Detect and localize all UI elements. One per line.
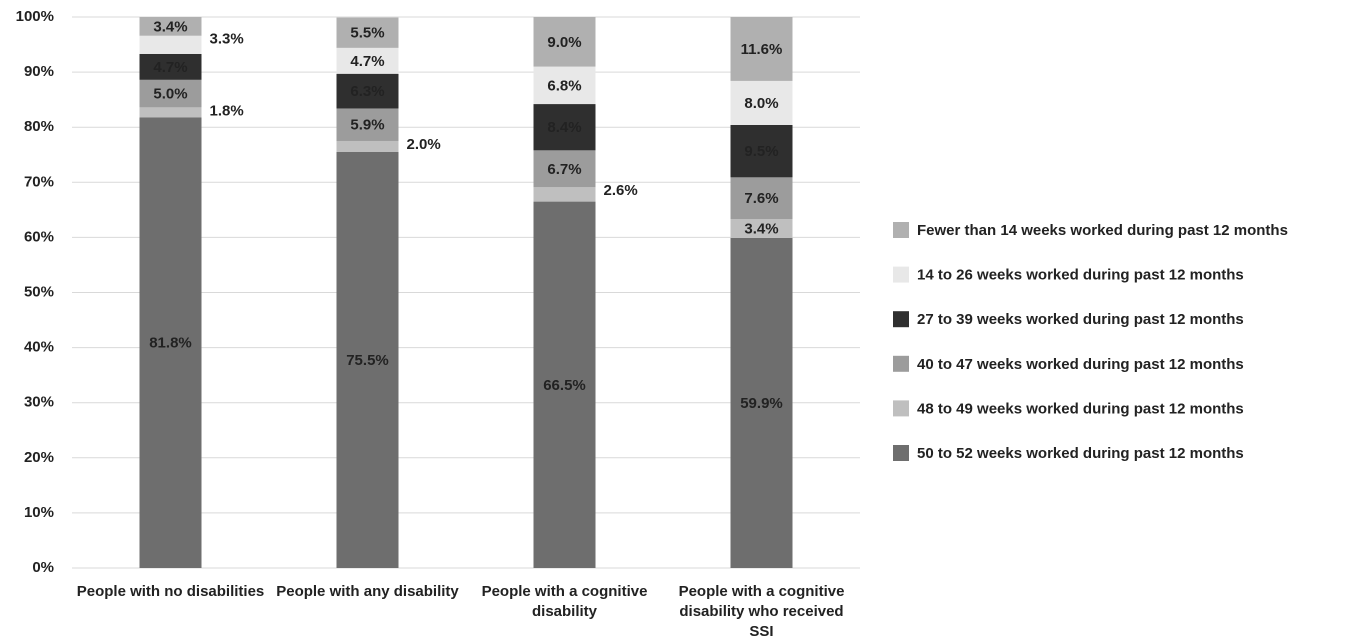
data-label: 6.8% xyxy=(547,77,581,94)
data-label: 9.0% xyxy=(547,34,581,51)
bar-segment xyxy=(336,108,399,141)
data-label: 5.0% xyxy=(153,86,187,103)
x-tick-label: People with a cognitive disability who r… xyxy=(678,583,845,640)
bar-segment xyxy=(336,151,399,568)
bar-segment xyxy=(139,17,202,36)
x-tick-label: People with a cognitive disability xyxy=(481,583,648,620)
bar-segment xyxy=(139,117,202,569)
data-label: 8.4% xyxy=(547,119,581,136)
y-tick-label: 90% xyxy=(24,63,54,80)
data-label: 75.5% xyxy=(346,352,389,369)
legend-label: 40 to 47 weeks worked during past 12 mon… xyxy=(917,356,1244,373)
bar-segment xyxy=(139,107,202,118)
legend-label: 27 to 39 weeks worked during past 12 mon… xyxy=(917,311,1244,328)
bar-segment xyxy=(139,53,202,80)
data-label: 9.5% xyxy=(744,143,778,160)
bar-segment xyxy=(730,80,793,125)
bar-segment xyxy=(533,150,596,188)
bar-segment xyxy=(730,177,793,220)
bar-segment xyxy=(730,237,793,569)
bar-segment xyxy=(730,219,793,238)
bar-segment xyxy=(533,201,596,568)
data-label: 3.3% xyxy=(210,31,244,48)
y-tick-label: 80% xyxy=(24,118,54,135)
legend-label: 14 to 26 weeks worked during past 12 mon… xyxy=(917,267,1244,284)
data-label: 6.3% xyxy=(350,83,384,100)
bar-segment xyxy=(336,140,399,152)
bar-segment xyxy=(336,17,399,48)
data-label: 4.7% xyxy=(153,59,187,76)
bar-segment xyxy=(533,104,596,151)
legend-label: Fewer than 14 weeks worked during past 1… xyxy=(917,222,1288,239)
data-label: 59.9% xyxy=(740,395,783,412)
data-label: 5.9% xyxy=(350,117,384,134)
bar-segment xyxy=(533,187,596,202)
y-tick-label: 60% xyxy=(24,228,54,245)
data-label: 5.5% xyxy=(350,25,384,42)
y-tick-label: 10% xyxy=(24,504,54,521)
legend-swatch xyxy=(893,400,909,417)
legend-label: 48 to 49 weeks worked during past 12 mon… xyxy=(917,400,1244,417)
data-label: 1.8% xyxy=(210,102,244,119)
data-label: 2.6% xyxy=(604,182,638,199)
legend-swatch xyxy=(893,355,909,372)
y-tick-label: 40% xyxy=(24,339,54,356)
data-label: 81.8% xyxy=(149,335,192,352)
legend-swatch xyxy=(893,311,909,328)
legend-label: 50 to 52 weeks worked during past 12 mon… xyxy=(917,445,1244,462)
data-label: 3.4% xyxy=(153,18,187,35)
y-tick-label: 100% xyxy=(16,8,54,25)
legend-swatch xyxy=(893,266,909,283)
bar-segment xyxy=(533,66,596,105)
data-label: 7.6% xyxy=(744,190,778,207)
y-tick-label: 30% xyxy=(24,394,54,411)
y-tick-label: 70% xyxy=(24,173,54,190)
data-label: 11.6% xyxy=(741,41,783,58)
data-label: 2.0% xyxy=(407,136,441,153)
bar-segment xyxy=(533,17,596,67)
data-label: 6.7% xyxy=(547,161,581,178)
bar-segment xyxy=(139,35,202,54)
x-tick-label: People with any disability xyxy=(276,583,459,600)
legend-swatch xyxy=(893,222,909,238)
bar-segment xyxy=(730,124,793,178)
data-label: 4.7% xyxy=(350,53,384,70)
bar-segment xyxy=(336,73,399,109)
legend-swatch xyxy=(893,445,909,461)
data-label: 3.4% xyxy=(744,221,778,238)
x-tick-label: People with no disabilities xyxy=(76,583,265,600)
bar-segment xyxy=(730,17,793,81)
y-tick-label: 50% xyxy=(24,283,54,300)
y-tick-label: 20% xyxy=(24,449,54,466)
bar-segment xyxy=(139,79,202,108)
bar-segment xyxy=(336,47,399,74)
y-tick-label: 0% xyxy=(32,559,54,576)
data-label: 66.5% xyxy=(543,377,586,394)
data-label: 8.0% xyxy=(744,95,778,112)
